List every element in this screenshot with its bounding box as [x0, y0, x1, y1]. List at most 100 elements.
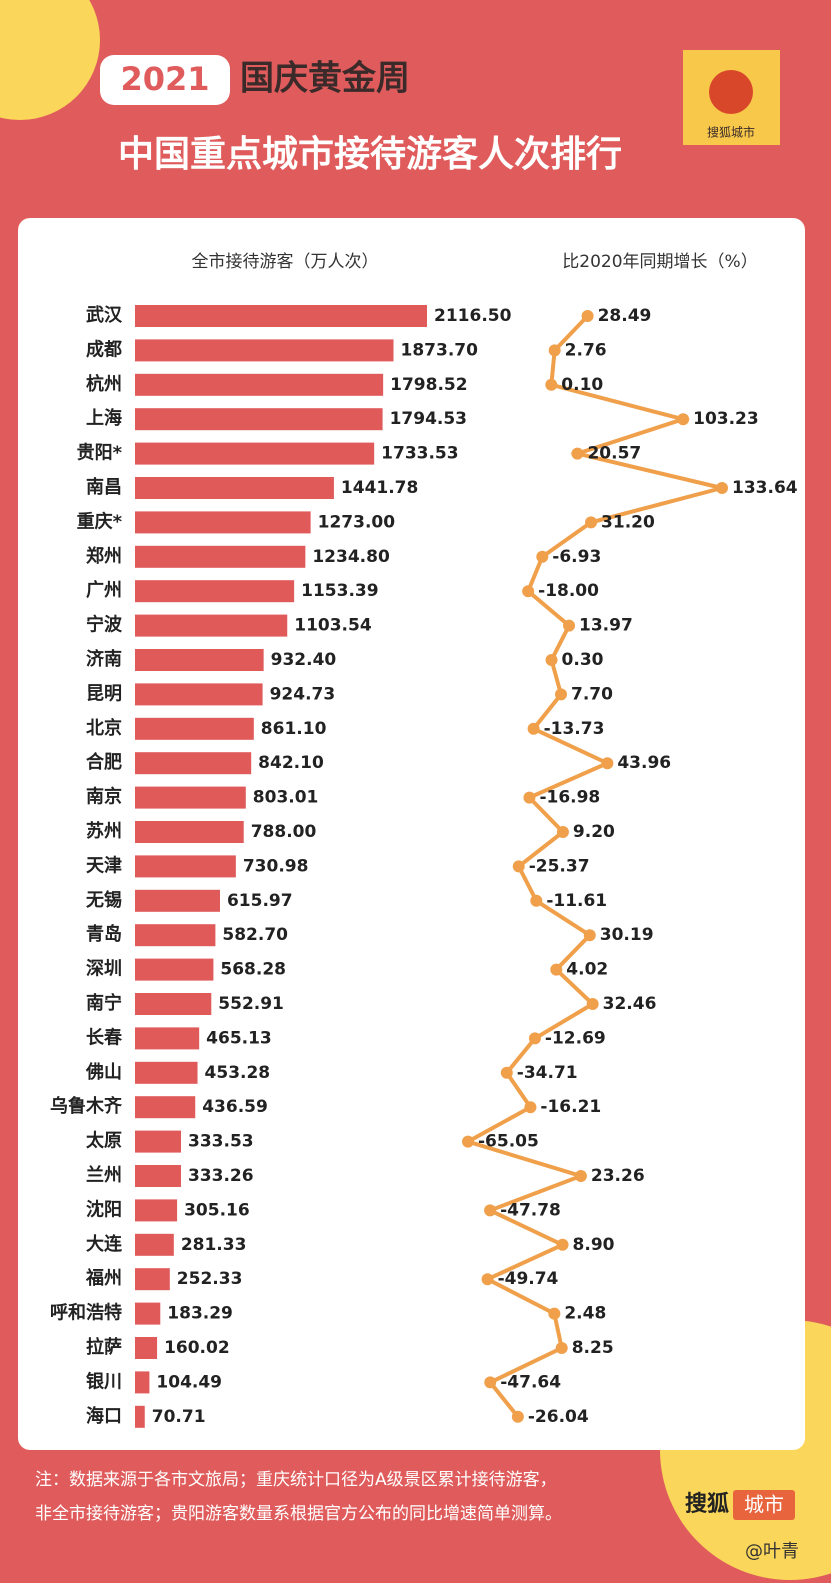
bar [135, 752, 252, 775]
growth-dot [581, 310, 594, 322]
credit: @叶青 [745, 1541, 799, 1562]
value-label: 788.00 [251, 822, 317, 842]
category-label: 广州 [86, 579, 122, 601]
growth-dot [677, 413, 690, 426]
category-label: 贵阳* [77, 443, 123, 464]
growth-dot [512, 860, 525, 873]
line-subtitle: 比2020年同期增长（%） [562, 252, 757, 272]
growth-label: -34.71 [517, 1063, 578, 1083]
value-label: 1441.78 [341, 478, 418, 498]
growth-label: -47.78 [500, 1200, 561, 1220]
growth-label: 2.48 [564, 1304, 606, 1324]
bar [135, 1199, 178, 1222]
bar [135, 649, 264, 671]
growth-dot [500, 1066, 513, 1079]
category-label: 太原 [86, 1130, 122, 1152]
category-label: 兰州 [86, 1164, 122, 1186]
growth-dot [528, 1032, 541, 1045]
category-label: 沈阳 [86, 1198, 122, 1220]
logo-icon [709, 70, 753, 114]
growth-dot [574, 1170, 587, 1182]
category-label: 深圳 [86, 958, 122, 980]
category-label: 乌鲁木齐 [50, 1095, 123, 1117]
value-label: 1234.80 [312, 547, 390, 567]
value-label: 453.28 [205, 1063, 271, 1083]
category-label: 南宁 [86, 992, 122, 1014]
growth-dot [524, 1101, 537, 1114]
bar [135, 580, 295, 603]
growth-label: -49.74 [498, 1269, 559, 1289]
growth-label: -11.61 [546, 891, 607, 911]
growth-dot [545, 378, 558, 391]
growth-label: -26.04 [528, 1407, 589, 1427]
value-label: 1798.52 [390, 375, 467, 395]
title: 中国重点城市接待游客人次排行 [118, 134, 622, 175]
value-label: 160.02 [164, 1338, 230, 1358]
value-label: 465.13 [206, 1028, 272, 1048]
category-label: 杭州 [86, 373, 122, 395]
bar [135, 821, 244, 843]
value-label: 333.53 [188, 1132, 254, 1152]
value-label: 861.10 [261, 719, 327, 739]
growth-dot [511, 1410, 524, 1423]
growth-label: -13.73 [544, 719, 605, 739]
value-label: 436.59 [202, 1097, 268, 1117]
bar [135, 786, 246, 809]
growth-label: -47.64 [500, 1372, 561, 1392]
bar [135, 477, 334, 499]
bar [135, 855, 236, 878]
bar [135, 993, 212, 1015]
bar [135, 683, 263, 706]
note: 非全市接待游客；贵阳游客数量系根据官方公布的同比增速简单测算。 [35, 1504, 562, 1524]
value-label: 1794.53 [390, 409, 467, 429]
category-label: 南昌 [86, 476, 122, 498]
value-label: 1153.39 [301, 581, 378, 601]
growth-dot [484, 1204, 497, 1217]
bar [135, 1337, 158, 1359]
growth-label: 20.57 [587, 444, 641, 464]
bar [135, 1233, 174, 1256]
value-label: 842.10 [258, 753, 324, 773]
growth-dot [530, 894, 543, 907]
growth-dot [462, 1135, 474, 1148]
value-label: 730.98 [243, 856, 309, 876]
growth-dot [522, 585, 535, 598]
year-box [100, 55, 230, 105]
event: 国庆黄金周 [240, 59, 410, 99]
growth-label: -25.37 [529, 856, 590, 876]
growth-label: 0.30 [562, 650, 604, 670]
bar [135, 717, 254, 740]
bar [135, 373, 384, 396]
category-label: 郑州 [86, 545, 122, 567]
growth-dot [484, 1376, 497, 1389]
bar [135, 1302, 161, 1325]
category-label: 成都 [86, 338, 122, 360]
bar [135, 305, 427, 327]
value-label: 568.28 [220, 960, 286, 980]
category-label: 苏州 [86, 820, 122, 842]
bar [135, 339, 394, 362]
value-label: 2116.50 [434, 306, 512, 326]
bar [135, 889, 220, 912]
category-label: 武汉 [86, 305, 123, 326]
category-label: 拉萨 [86, 1336, 122, 1358]
growth-label: 28.49 [598, 306, 652, 326]
growth-label: 2.76 [565, 340, 607, 360]
growth-dot [527, 722, 540, 735]
growth-label: -12.69 [545, 1028, 606, 1048]
growth-dot [536, 550, 549, 563]
growth-dot [586, 998, 599, 1010]
category-label: 大连 [86, 1233, 123, 1255]
logo-text: 搜狐城市 [707, 125, 755, 140]
growth-dot [555, 1342, 568, 1354]
bar [135, 1096, 196, 1119]
growth-label: 7.70 [571, 684, 613, 704]
growth-label: 43.96 [617, 753, 671, 773]
footer-logo: 城市 [744, 1493, 784, 1517]
category-label: 银川 [86, 1370, 122, 1392]
value-label: 924.73 [270, 684, 336, 704]
growth-dot [583, 929, 596, 942]
value-label: 1273.00 [318, 512, 396, 532]
growth-label: 31.20 [601, 512, 655, 532]
